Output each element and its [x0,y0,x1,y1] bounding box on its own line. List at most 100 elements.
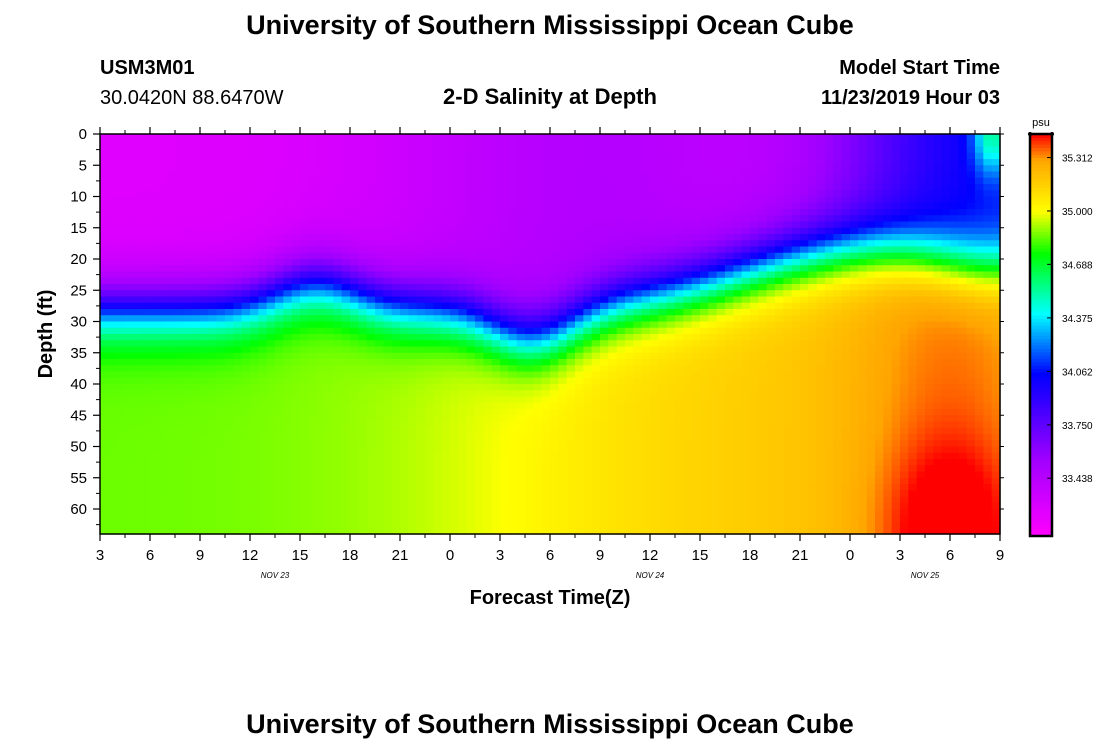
heatmap-cell [966,327,976,335]
heatmap-cell [883,165,893,173]
heatmap-cell [458,321,468,329]
heatmap-cell [166,390,176,398]
heatmap-cell [233,321,243,329]
heatmap-cell [516,202,526,210]
heatmap-cell [433,146,443,154]
heatmap-cell [141,384,151,391]
heatmap-cell [966,209,976,216]
heatmap-cell [325,346,334,354]
heatmap-cell [341,159,351,166]
heatmap-cell [383,290,393,298]
heatmap-cell [783,321,793,329]
heatmap-cell [725,346,734,354]
heatmap-cell [658,290,668,298]
heatmap-cell [100,327,109,335]
heatmap-cell [308,290,318,298]
heatmap-cell [950,346,959,354]
heatmap-cell [408,346,418,354]
heatmap-cell [675,315,684,323]
heatmap-cell [725,315,734,323]
heatmap-cell [675,384,684,391]
heatmap-cell [775,365,784,373]
heatmap-cell [933,377,943,385]
heatmap-cell [300,227,309,235]
heatmap-cell [933,409,943,416]
heatmap-cell [341,221,351,229]
heatmap-cell [375,315,384,323]
heatmap-cell [416,146,426,154]
heatmap-cell [483,302,493,310]
heatmap-cell [850,259,859,266]
heatmap-cell [658,171,668,179]
heatmap-cell [791,340,801,348]
heatmap-cell [591,377,601,385]
heatmap-cell [883,246,893,254]
heatmap-cell [758,415,768,423]
heatmap-cell [816,202,826,210]
heatmap-cell [375,359,384,366]
heatmap-cell [566,196,576,204]
heatmap-cell [108,202,118,210]
heatmap-cell [341,171,351,179]
heatmap-cell [925,334,934,341]
heatmap-cell [850,265,859,273]
heatmap-cell [683,296,693,304]
heatmap-cell [616,415,626,423]
heatmap-cell [400,396,409,404]
heatmap-cell [566,171,576,179]
colorbar-unit-label: psu [1032,117,1050,129]
heatmap-cell [808,277,818,285]
heatmap-cell [841,252,851,260]
heatmap-cell [691,171,701,179]
heatmap-cell [208,315,218,323]
heatmap-cell [800,302,809,310]
heatmap-cell [425,146,434,154]
heatmap-cell [200,177,209,185]
heatmap-cell [141,377,151,385]
heatmap-cell [200,277,209,285]
heatmap-cell [125,377,134,385]
heatmap-cell [683,265,693,273]
heatmap-cell [883,152,893,160]
heatmap-cell [341,202,351,210]
heatmap-cell [241,265,251,273]
heatmap-cell [750,277,759,285]
heatmap-cell [116,190,126,198]
heatmap-cell [908,165,918,173]
heatmap-cell [116,171,126,179]
heatmap-cell [291,159,301,166]
heatmap-cell [158,177,168,185]
heatmap-cell [666,259,676,266]
heatmap-cell [533,302,543,310]
heatmap-cell [391,221,401,229]
heatmap-cell [150,377,159,385]
heatmap-cell [191,152,201,160]
heatmap-cell [883,284,893,291]
heatmap-cell [308,259,318,266]
heatmap-cell [375,140,384,148]
heatmap-cell [366,246,376,254]
heatmap-cell [516,134,526,141]
heatmap-cell [208,271,218,279]
heatmap-cell [233,384,243,391]
heatmap-cell [800,227,809,235]
heatmap-cell [825,409,834,416]
heatmap-cell [383,365,393,373]
heatmap-cell [416,415,426,423]
heatmap-cell [875,315,884,323]
heatmap-cell [183,215,193,223]
heatmap-cell [191,284,201,291]
heatmap-cell [750,271,759,279]
heatmap-cell [700,246,709,254]
heatmap-cell [841,315,851,323]
heatmap-cell [433,246,443,254]
heatmap-cell [783,352,793,360]
heatmap-cell [875,271,884,279]
heatmap-cell [858,271,868,279]
heatmap-cell [383,384,393,391]
heatmap-cell [575,327,584,335]
heatmap-cell [125,384,134,391]
heatmap-cell [791,302,801,310]
heatmap-cell [883,377,893,385]
heatmap-cell [625,190,634,198]
